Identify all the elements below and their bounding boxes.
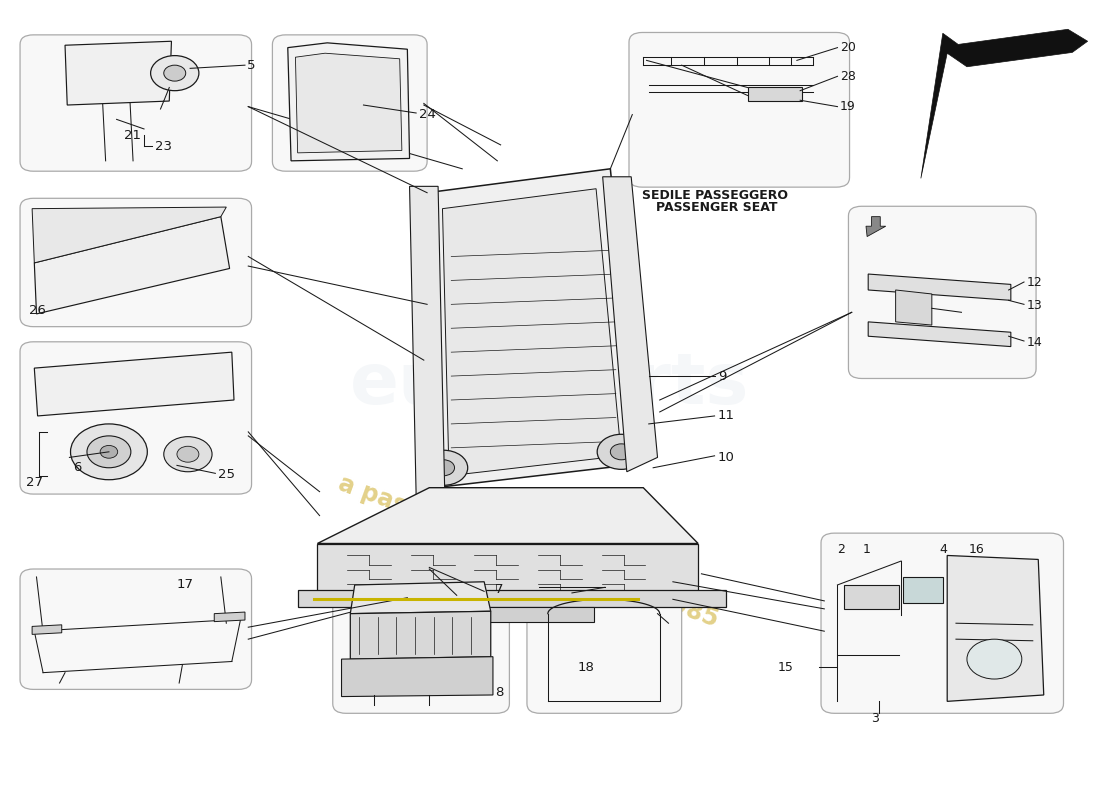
FancyBboxPatch shape: [273, 35, 427, 171]
Text: europarts: europarts: [350, 350, 750, 418]
Polygon shape: [350, 582, 491, 614]
Polygon shape: [341, 657, 493, 697]
Text: 5: 5: [248, 58, 255, 72]
FancyBboxPatch shape: [20, 198, 252, 326]
FancyBboxPatch shape: [20, 35, 252, 171]
FancyBboxPatch shape: [20, 569, 252, 690]
Text: 9: 9: [718, 370, 726, 382]
Circle shape: [151, 56, 199, 90]
Text: 4: 4: [939, 543, 947, 556]
Circle shape: [177, 446, 199, 462]
Circle shape: [967, 639, 1022, 679]
Polygon shape: [748, 87, 802, 101]
Polygon shape: [868, 322, 1011, 346]
Polygon shape: [296, 54, 402, 153]
Polygon shape: [65, 42, 172, 105]
Polygon shape: [214, 612, 245, 622]
Circle shape: [100, 446, 118, 458]
FancyBboxPatch shape: [332, 565, 509, 714]
Text: 11: 11: [718, 410, 735, 422]
Polygon shape: [409, 186, 444, 496]
Text: 16: 16: [969, 543, 984, 556]
Polygon shape: [350, 611, 491, 659]
Text: 23: 23: [155, 140, 172, 153]
Polygon shape: [868, 274, 1011, 300]
Polygon shape: [903, 577, 943, 603]
Text: 6: 6: [73, 462, 81, 474]
Circle shape: [87, 436, 131, 468]
Text: 28: 28: [839, 70, 856, 83]
Text: 20: 20: [839, 41, 856, 54]
Text: 3: 3: [871, 712, 879, 726]
FancyBboxPatch shape: [821, 533, 1064, 714]
Circle shape: [70, 424, 147, 480]
Text: 7: 7: [495, 583, 504, 596]
Polygon shape: [34, 352, 234, 416]
FancyBboxPatch shape: [629, 33, 849, 187]
Polygon shape: [895, 290, 932, 325]
Polygon shape: [34, 217, 230, 314]
Polygon shape: [418, 607, 594, 622]
Text: 27: 27: [25, 476, 43, 489]
Polygon shape: [947, 555, 1044, 702]
FancyBboxPatch shape: [848, 206, 1036, 378]
Text: 1: 1: [862, 543, 870, 556]
Text: 18: 18: [578, 661, 594, 674]
Text: 24: 24: [419, 108, 437, 121]
Text: 14: 14: [1026, 336, 1042, 349]
Polygon shape: [427, 169, 640, 488]
Polygon shape: [921, 30, 1088, 178]
Polygon shape: [288, 43, 409, 161]
Polygon shape: [603, 177, 658, 472]
Circle shape: [597, 434, 646, 470]
Polygon shape: [32, 207, 227, 263]
Text: 21: 21: [124, 129, 141, 142]
Polygon shape: [298, 590, 726, 607]
Text: 26: 26: [29, 304, 46, 318]
Polygon shape: [866, 217, 886, 237]
Circle shape: [610, 444, 632, 460]
Polygon shape: [318, 543, 698, 591]
Circle shape: [432, 460, 454, 476]
Text: 15: 15: [778, 661, 793, 674]
Text: 19: 19: [839, 100, 856, 113]
FancyBboxPatch shape: [527, 585, 682, 714]
Text: 8: 8: [495, 686, 504, 699]
Text: 2: 2: [837, 543, 845, 556]
Text: 12: 12: [1026, 275, 1042, 289]
Text: a passion for parts since 1985: a passion for parts since 1985: [334, 471, 722, 632]
Polygon shape: [32, 625, 62, 634]
Text: SEDILE PASSEGGERO: SEDILE PASSEGGERO: [642, 189, 789, 202]
Text: 10: 10: [718, 451, 735, 464]
Text: PASSENGER SEAT: PASSENGER SEAT: [657, 201, 778, 214]
Circle shape: [164, 437, 212, 472]
Circle shape: [164, 65, 186, 81]
Polygon shape: [442, 189, 622, 476]
Text: 17: 17: [177, 578, 194, 591]
Polygon shape: [844, 585, 899, 609]
Circle shape: [419, 450, 468, 486]
Text: 13: 13: [1026, 298, 1042, 312]
Text: 25: 25: [218, 469, 234, 482]
FancyBboxPatch shape: [20, 342, 252, 494]
Polygon shape: [318, 488, 698, 543]
